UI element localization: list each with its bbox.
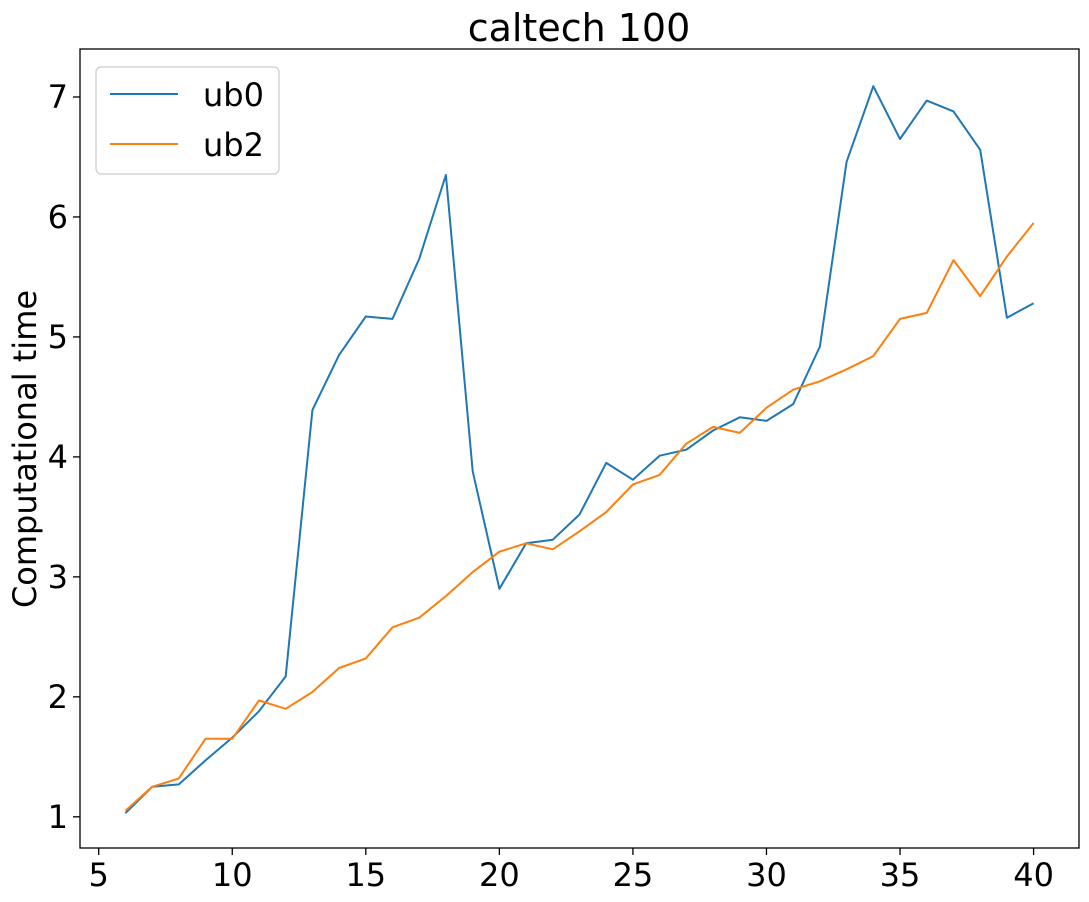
y-axis-title: Computational time <box>6 290 44 608</box>
legend-label-ub0: ub0 <box>203 76 264 114</box>
series-line-ub0 <box>124 85 1035 814</box>
y-tick-label: 3 <box>48 558 68 596</box>
series-layer <box>124 85 1035 814</box>
y-tick-label: 2 <box>48 678 68 716</box>
y-tick-label: 7 <box>48 78 68 116</box>
plot-frame <box>79 48 1080 849</box>
x-tick-label: 40 <box>1013 856 1054 894</box>
y-tick-label: 5 <box>48 318 68 356</box>
x-tick-label: 15 <box>345 856 386 894</box>
x-tick-label: 25 <box>613 856 654 894</box>
x-tick-label: 30 <box>746 856 787 894</box>
y-tick-label: 4 <box>48 438 68 476</box>
x-axis-ticks: 5 10 15 20 25 30 35 40 <box>89 848 1054 894</box>
x-tick-label: 20 <box>479 856 520 894</box>
legend: ub0 ub2 <box>95 66 280 175</box>
x-tick-label: 5 <box>89 856 109 894</box>
y-tick-label: 1 <box>48 798 68 836</box>
chart-title: caltech 100 <box>468 6 691 50</box>
x-tick-label: 35 <box>880 856 921 894</box>
y-tick-label: 6 <box>48 198 68 236</box>
y-axis-ticks: 1 2 3 4 5 6 7 <box>48 78 80 836</box>
series-line-ub2 <box>124 222 1035 812</box>
x-tick-label: 10 <box>212 856 253 894</box>
legend-label-ub2: ub2 <box>203 126 264 164</box>
